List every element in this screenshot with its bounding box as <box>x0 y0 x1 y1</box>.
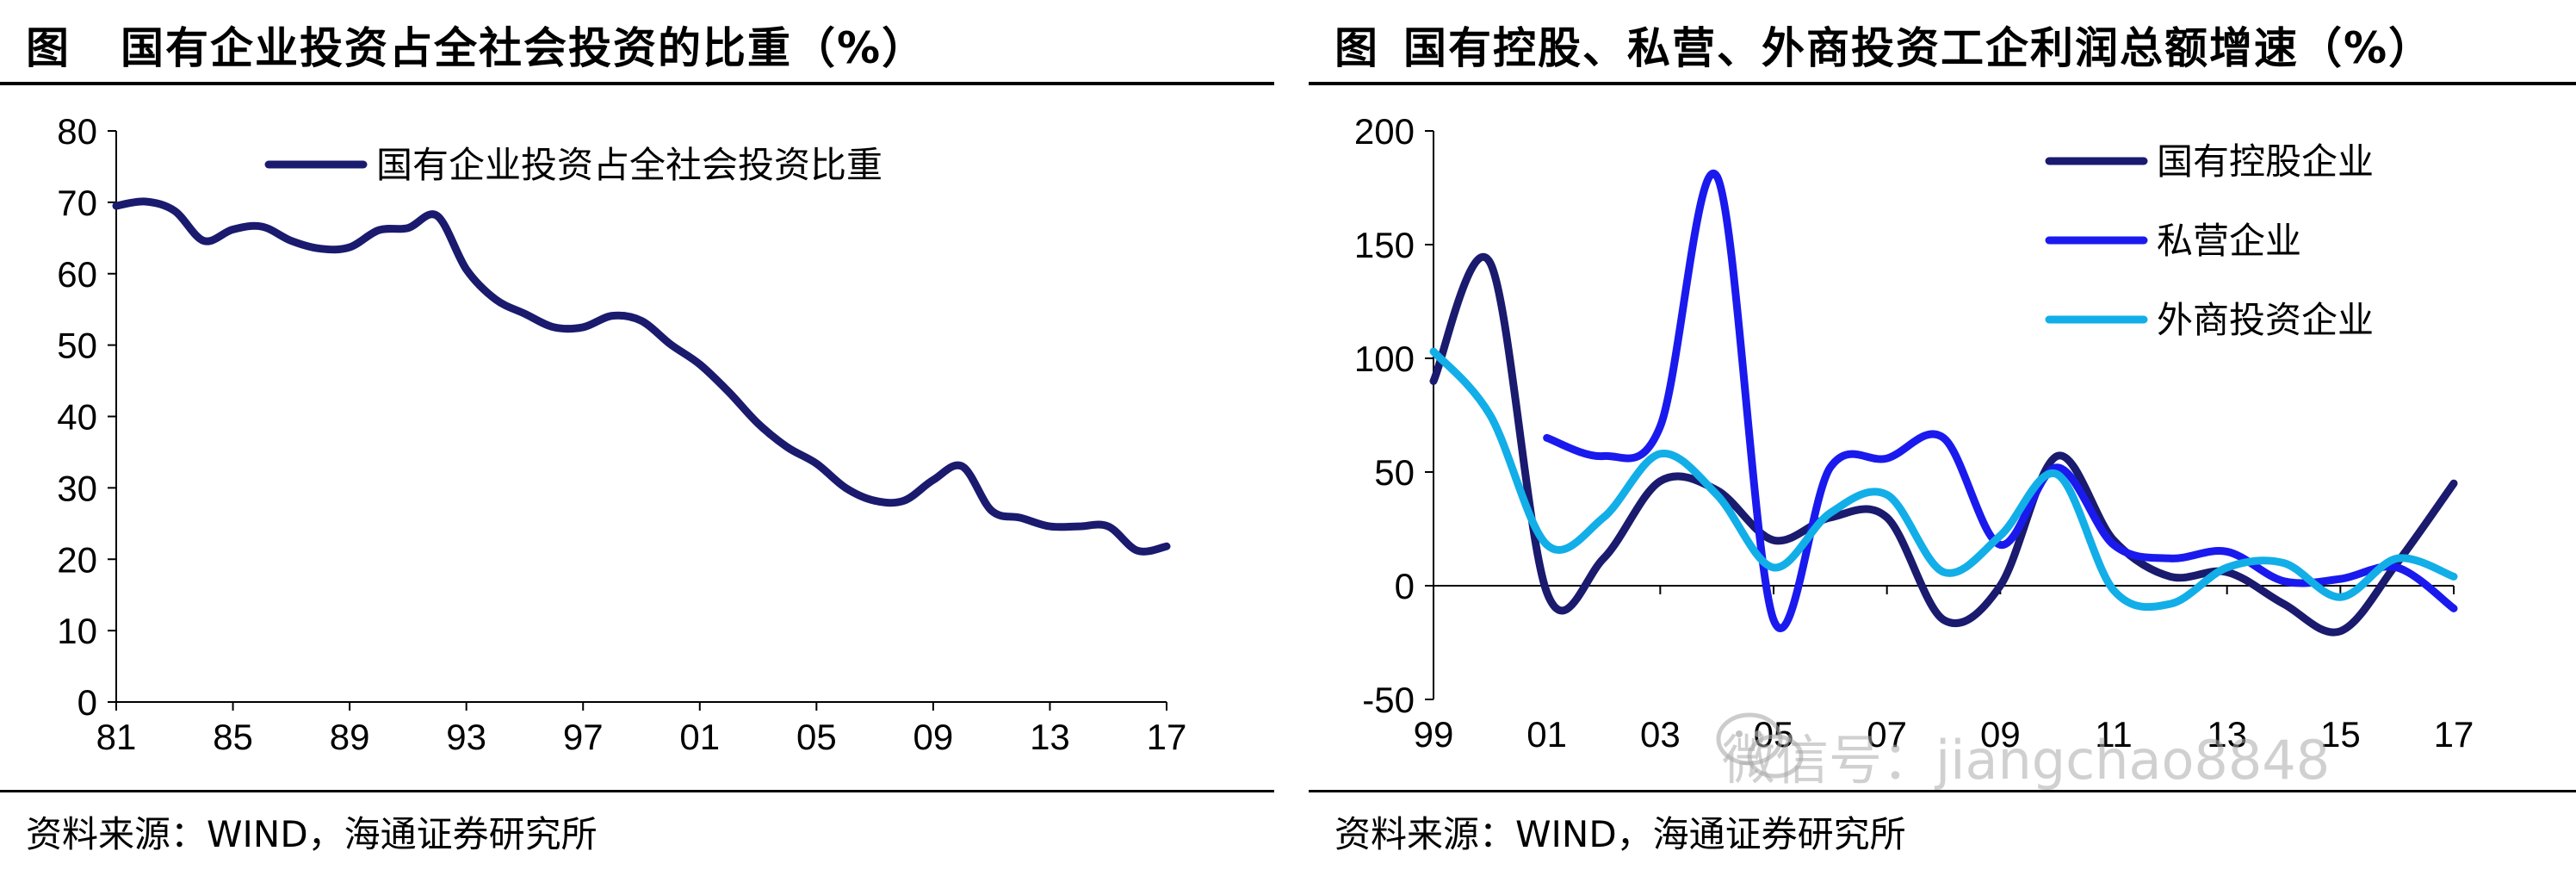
right-legend-label-2: 私营企业 <box>2157 220 2301 262</box>
right-legend-label-3: 外商投资企业 <box>2157 299 2374 341</box>
left-y-tick-label: 60 <box>57 254 97 295</box>
right-x-tick-label: 03 <box>1640 714 1681 755</box>
left-y-tick-label: 70 <box>57 183 97 223</box>
right-x-tick-label: 09 <box>1980 714 2021 755</box>
left-y-tick-label: 0 <box>77 682 97 723</box>
left-x-tick-label: 09 <box>913 717 954 757</box>
right-x-tick-label: 13 <box>2207 714 2247 755</box>
right-y-tick-label: -50 <box>1362 680 1415 720</box>
right-x-tick-label: 99 <box>1414 714 1454 755</box>
left-x-tick-label: 85 <box>213 717 253 757</box>
right-x-tick-label: 07 <box>1867 714 1907 755</box>
left-x-tick-label: 17 <box>1147 717 1187 757</box>
left-y-tick-label: 10 <box>57 611 97 651</box>
left-line-chart: 0 10 20 30 40 50 60 70 80 81 85 89 93 97 01 05 09 13 17 国有企… <box>57 111 1187 757</box>
right-series-line-2 <box>1543 169 2458 632</box>
right-y-tick-label: 200 <box>1354 111 1415 152</box>
right-series-line-1 <box>1429 252 2458 637</box>
left-x-tick-label: 13 <box>1030 717 1070 757</box>
left-series-line-1 <box>112 197 1171 556</box>
left-source-note: 资料来源：WIND，海通证券研究所 <box>26 813 598 855</box>
wechat-watermark: 微信号：jiangchao8848 <box>1722 729 2331 792</box>
left-x-tick-label: 05 <box>796 717 837 757</box>
right-top-rule <box>1309 82 2576 85</box>
left-title-text: 国有企业投资占全社会投资的比重（%） <box>121 23 927 73</box>
right-y-tick-label: 0 <box>1395 566 1415 606</box>
left-x-tick-label: 93 <box>446 717 486 757</box>
left-bottom-rule <box>0 790 1274 792</box>
left-x-tick-label: 89 <box>330 717 370 757</box>
left-x-tick-label: 81 <box>96 717 137 757</box>
right-title-text: 国有控股、私营、外商投资工企利润总额增速（%） <box>1403 23 2434 73</box>
left-y-tick-label: 50 <box>57 326 97 366</box>
right-figure-title: 图 国有控股、私营、外商投资工企利润总额增速（%） <box>1309 10 2576 79</box>
left-figure-panel: 图 国有企业投资占全社会投资的比重（%） 0 10 20 30 40 50 60 70 80 81… <box>0 0 1274 876</box>
left-figure-label: 图 <box>26 23 71 73</box>
left-x-tick-label: 97 <box>563 717 604 757</box>
left-y-tick-label: 40 <box>57 397 97 438</box>
right-legend-label-1: 国有控股企业 <box>2157 140 2374 183</box>
right-x-tick-label: 11 <box>2095 714 2133 755</box>
left-y-tick-label: 30 <box>57 468 97 508</box>
right-source-note: 资料来源：WIND，海通证券研究所 <box>1334 813 1906 855</box>
left-legend-label-1: 国有企业投资占全社会投资比重 <box>376 144 882 186</box>
right-x-tick-label: 01 <box>1526 714 1567 755</box>
right-figure-panel: 图 国有控股、私营、外商投资工企利润总额增速（%） -50 0 50 100 150 20… <box>1309 0 2576 876</box>
right-y-tick-label: 150 <box>1354 225 1415 265</box>
right-x-tick-label: 15 <box>2320 714 2361 755</box>
right-y-tick-label: 50 <box>1374 452 1415 493</box>
right-bottom-rule <box>1309 790 2576 792</box>
right-series-line-3 <box>1429 347 2458 612</box>
right-figure-label: 图 <box>1334 23 1379 73</box>
right-x-tick-label: 17 <box>2434 714 2474 755</box>
left-x-tick-label: 01 <box>679 717 720 757</box>
left-top-rule <box>0 82 1274 85</box>
left-y-tick-label: 20 <box>57 539 97 580</box>
left-figure-title: 图 国有企业投资占全社会投资的比重（%） <box>0 10 1274 79</box>
wechat-icon <box>1716 712 1804 779</box>
left-y-tick-label: 80 <box>57 111 97 152</box>
right-y-tick-label: 100 <box>1354 339 1415 379</box>
